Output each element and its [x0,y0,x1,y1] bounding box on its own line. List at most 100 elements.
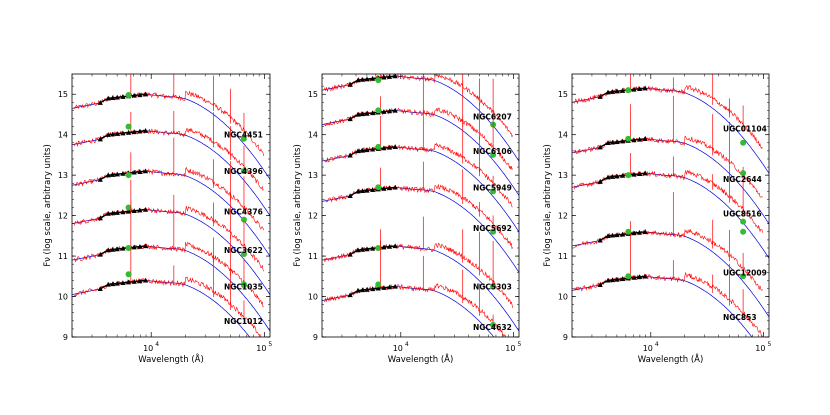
photometry-point [370,110,376,116]
photometry-point [347,116,353,122]
galaxy-label-ngc6207: NGC6207 [473,112,512,121]
photometry-point [359,76,366,82]
photometry-point [636,171,643,176]
photometry-point [364,286,370,292]
photometry-point [120,245,126,251]
spectro-point [375,143,382,150]
y-tick-label: 14 [308,131,318,140]
photometry-point [364,76,370,82]
photometry-point [609,139,616,145]
spectrum-ngc4632 [324,283,507,337]
spectro-point [125,271,132,278]
spectrum-ngc4396 [74,127,264,191]
photometry-point [375,285,381,291]
photometry-point [614,139,620,145]
spectro-point [125,123,132,130]
photometry-point [110,210,116,216]
axes-frame [321,73,520,338]
photometry-point [364,147,370,153]
y-tick-label: 9 [63,333,68,342]
photometry-point [386,74,393,79]
photometry-point [597,282,603,288]
photometry-point [105,95,111,101]
photometry-point [131,279,137,284]
spectro-point [490,228,497,235]
galaxy-label-ngc5303: NGC5303 [473,282,512,291]
photometry-point [359,287,366,293]
y-tick-label: 14 [558,131,568,140]
photometry-point [137,244,143,249]
photometry-point [631,274,637,280]
y-tick-label: 11 [308,252,318,261]
photometry-point [642,85,648,91]
photometry-point [105,247,111,253]
spectro-point [625,273,632,280]
photometry-point [359,111,366,117]
y-tick-label: 12 [308,212,318,221]
photometry-point [110,131,116,137]
photometry-point [636,274,643,280]
axes-frame [71,73,271,338]
photometry-point [355,111,361,117]
galaxy-label-ngc4396: NGC4396 [224,167,263,176]
x-tick-label: 10 [755,344,765,353]
photometry-point [631,137,637,143]
photometry-point [386,108,393,114]
photometry-point [642,136,648,141]
y-tick-label: 15 [308,90,318,99]
photometry-point [97,251,103,257]
x-axis-label: Wavelength (Å) [138,353,204,365]
spectrum-ugc01104 [574,84,763,149]
plot-area [572,74,769,337]
galaxy-label-ngc2644: NGC2644 [723,175,762,184]
photometry-point [131,129,137,135]
photometry-point [120,94,126,99]
photometry-point [110,95,116,100]
spectro-point [625,135,632,142]
x-tick-label: 10 [643,344,653,353]
galaxy-label-ngc5692: NGC5692 [473,224,512,233]
photometry-point [142,128,149,133]
spectro-point [240,282,247,289]
x-tick-exponent: 4 [405,341,409,348]
photometry-point [114,94,120,100]
x-axis-label: Wavelength (Å) [638,353,704,365]
photometry-point [620,172,626,178]
spectro-point [740,170,747,177]
plot-area [72,74,270,337]
photometry-point [125,208,132,214]
photometry-point [105,281,111,287]
photometry-point [386,185,393,191]
photometry-point [631,86,637,92]
y-axis-label: Fν (log scale, arbitrary units) [43,144,53,267]
photometry-point [359,246,366,252]
y-tick-label: 11 [58,252,68,261]
photometry-point [105,132,111,137]
photometry-point [620,138,626,144]
sed-panel-1: NGC4451 NGC4396 NGC4376 NGC3622 NGC1035 NGC10… [43,73,272,365]
photometry-point [614,88,620,94]
galaxy-label-ugc8516: UGC8516 [723,210,762,219]
y-tick-label: 13 [558,171,568,180]
photometry-point [105,172,111,178]
x-tick-label: 10 [393,344,403,353]
spectro-point [740,139,747,146]
photometry-point [97,177,103,182]
photometry-point [392,184,398,190]
spectro-point [375,244,382,251]
photometry-point [131,244,137,250]
photometry-point [97,286,103,292]
spectrum-ngc3622 [74,206,264,272]
photometry-point [364,110,370,116]
photometry-point [605,233,611,239]
photometry-point [381,244,387,250]
photometry-point [370,286,376,292]
photometry-point [597,94,603,99]
spectro-point [740,273,747,280]
photometry-point [642,229,648,234]
spectro-point [240,135,247,142]
spectro-point [125,204,132,211]
spectro-point [125,244,132,251]
spectro-point [240,168,247,175]
